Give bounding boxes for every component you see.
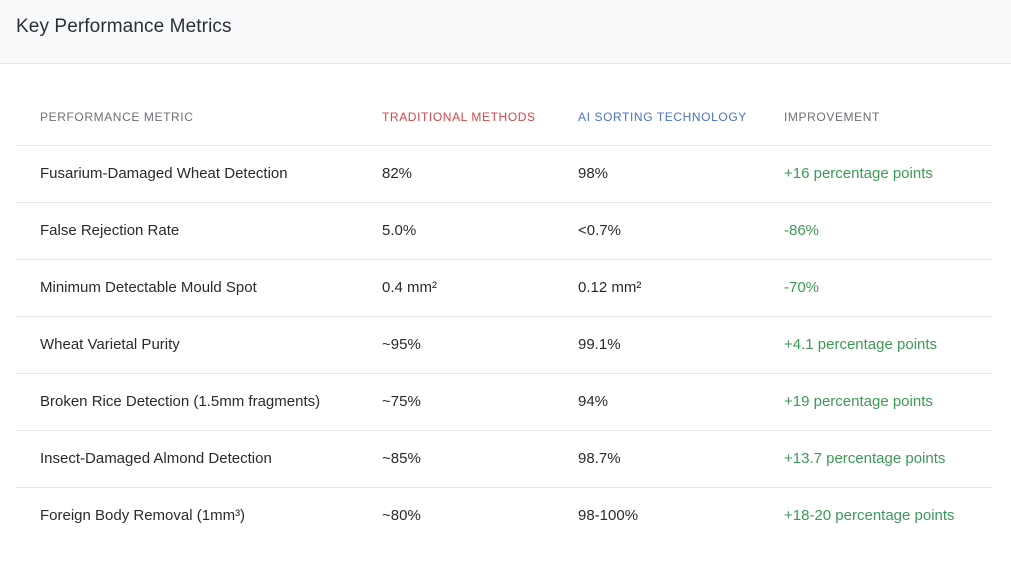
ai-cell: 98.7% [554,430,760,488]
traditional-cell: 0.4 mm² [358,259,554,317]
traditional-cell: 82% [358,145,554,203]
header-improvement: IMPROVEMENT [760,90,992,146]
ai-cell: <0.7% [554,202,760,260]
improvement-cell: +16 percentage points [760,145,992,203]
ai-cell: 98-100% [578,507,639,525]
improvement-cell: -86% [760,202,992,260]
table-row: Foreign Body Removal (1mm³) ~80% 98-100%… [16,487,992,544]
header-ai-sorting: AI SORTING TECHNOLOGY [554,90,760,146]
traditional-cell: ~75% [358,373,554,431]
metric-cell: Foreign Body Removal (1mm³) [40,507,246,525]
traditional-cell: ~95% [358,316,554,374]
traditional-cell: ~85% [358,430,554,488]
ai-cell: 98% [554,145,760,203]
table-row: Insect-Damaged Almond Detection ~85% 98.… [16,430,992,488]
metric-cell: Fusarium-Damaged Wheat Detection [16,145,358,203]
improvement-cell: -70% [760,259,992,317]
ai-cell: 0.12 mm² [554,259,760,317]
metric-cell: False Rejection Rate [16,202,358,260]
table-body: Fusarium-Damaged Wheat Detection 82% 98%… [16,145,992,544]
ai-cell: 94% [554,373,760,431]
metric-cell: Broken Rice Detection (1.5mm fragments) [16,373,358,431]
card-title: Key Performance Metrics [16,15,232,37]
header-traditional: TRADITIONAL METHODS [358,90,554,146]
improvement-cell: +18-20 percentage points [784,507,955,525]
metric-cell: Wheat Varietal Purity [16,316,358,374]
table-row: False Rejection Rate 5.0% <0.7% -86% [16,202,992,260]
table-container: PERFORMANCE METRIC TRADITIONAL METHODS A… [0,90,1011,544]
table-row: Broken Rice Detection (1.5mm fragments) … [16,373,992,431]
table-row: Fusarium-Damaged Wheat Detection 82% 98%… [16,145,992,203]
header-metric: PERFORMANCE METRIC [16,90,358,146]
traditional-cell: 5.0% [358,202,554,260]
metrics-table: PERFORMANCE METRIC TRADITIONAL METHODS A… [16,90,992,544]
ai-cell: 99.1% [554,316,760,374]
metric-cell: Insect-Damaged Almond Detection [16,430,358,488]
table-row: Minimum Detectable Mould Spot 0.4 mm² 0.… [16,259,992,317]
header-row: PERFORMANCE METRIC TRADITIONAL METHODS A… [16,90,992,146]
card-header: Key Performance Metrics [0,0,1011,64]
metric-cell: Minimum Detectable Mould Spot [16,259,358,317]
improvement-cell: +19 percentage points [760,373,992,431]
improvement-cell: +13.7 percentage points [760,430,992,488]
improvement-cell: +4.1 percentage points [760,316,992,374]
table-row: Wheat Varietal Purity ~95% 99.1% +4.1 pe… [16,316,992,374]
traditional-cell: ~80% [382,507,421,525]
table-head: PERFORMANCE METRIC TRADITIONAL METHODS A… [16,90,992,146]
